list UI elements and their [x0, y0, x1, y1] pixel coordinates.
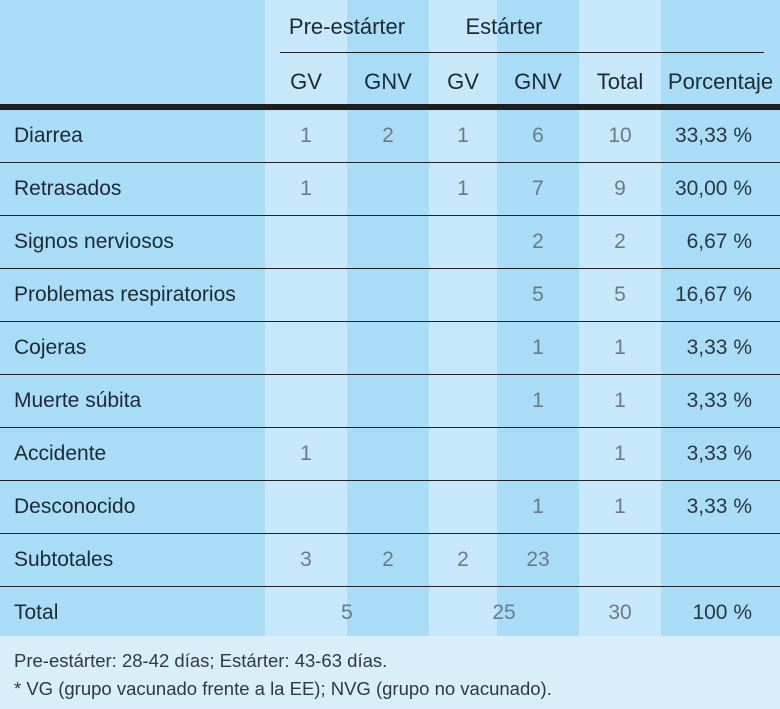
cell-value — [429, 269, 497, 321]
cell-value: 1 — [532, 389, 544, 412]
total-total: 30 — [608, 601, 632, 624]
cell-value — [497, 428, 579, 480]
footnote-legend: * VG (grupo vacunado frente a la EE); NV… — [14, 678, 552, 699]
row-divider — [0, 215, 780, 216]
cell-value — [265, 481, 347, 533]
cell-value — [429, 481, 497, 533]
cell-value: 1 — [300, 442, 312, 465]
cell-value — [265, 322, 347, 374]
cell-percentage: 3,33 % — [686, 336, 752, 359]
cell-value — [347, 481, 429, 533]
cell-percentage: 3,33 % — [686, 389, 752, 412]
column-header: GNV — [364, 69, 412, 94]
row-divider — [0, 533, 780, 534]
cell-value — [265, 269, 347, 321]
cell-percentage: 3,33 % — [686, 495, 752, 518]
row-divider — [0, 374, 780, 375]
row-label: Desconocido — [14, 495, 136, 518]
column-header: Porcentaje — [667, 69, 774, 94]
column-header: GNV — [514, 69, 562, 94]
header-group-preestarter: Pre-estárter — [288, 14, 406, 39]
cell-value — [429, 216, 497, 268]
cell-value — [347, 375, 429, 427]
subtotal-value: 3 — [300, 548, 312, 571]
cell-value: 2 — [532, 230, 544, 253]
cell-percentage: 3,33 % — [686, 442, 752, 465]
total-estarter: 25 — [492, 601, 516, 624]
cell-value: 5 — [532, 283, 544, 306]
row-label: Signos nerviosos — [14, 230, 174, 253]
footnote-periods: Pre-estárter: 28-42 días; Estárter: 43-6… — [14, 650, 388, 671]
cell-value: 2 — [614, 230, 626, 253]
column-header: GV — [447, 69, 479, 94]
header-group-estarter: Estárter — [465, 14, 543, 39]
column-header: GV — [290, 69, 322, 94]
cell-value — [347, 269, 429, 321]
subtotal-value: 23 — [526, 548, 550, 571]
subtotal-value: 2 — [382, 548, 394, 571]
row-divider — [0, 268, 780, 269]
cell-value — [347, 216, 429, 268]
row-divider — [0, 321, 780, 322]
row-label: Accidente — [14, 442, 107, 465]
column-header: Total — [596, 69, 644, 94]
subtotals-label: Subtotales — [14, 548, 114, 571]
row-label: Problemas respiratorios — [14, 283, 236, 306]
cell-value: 7 — [532, 177, 544, 200]
row-label: Retrasados — [14, 177, 122, 200]
row-label: Muerte súbita — [14, 389, 142, 412]
row-divider — [0, 162, 780, 163]
subtotals-divider — [0, 586, 780, 587]
cell-percentage: 33,33 % — [674, 124, 752, 147]
total-percentage: 100 % — [692, 601, 752, 624]
cell-value — [429, 375, 497, 427]
header-rule — [0, 104, 780, 110]
cell-value — [429, 322, 497, 374]
cell-value: 2 — [382, 124, 394, 147]
cell-percentage: 30,00 % — [674, 177, 752, 200]
cell-value: 9 — [614, 177, 626, 200]
cell-value: 1 — [614, 442, 626, 465]
total-label: Total — [14, 601, 59, 624]
cell-value — [265, 216, 347, 268]
cell-value: 1 — [300, 124, 312, 147]
cell-value: 1 — [614, 336, 626, 359]
cell-value: 6 — [532, 124, 544, 147]
cell-value — [347, 428, 429, 480]
cell-percentage: 16,67 % — [674, 283, 752, 306]
cell-value — [347, 322, 429, 374]
cell-value: 1 — [532, 336, 544, 359]
row-label: Diarrea — [14, 124, 83, 147]
cell-value — [429, 428, 497, 480]
subtotal-value: 2 — [457, 548, 469, 571]
cell-value: 1 — [614, 495, 626, 518]
cell-value: 5 — [614, 283, 626, 306]
cell-value: 1 — [614, 389, 626, 412]
row-divider — [0, 480, 780, 481]
cell-value: 1 — [532, 495, 544, 518]
row-label: Cojeras — [14, 336, 87, 359]
total-preestarter: 5 — [341, 601, 353, 624]
cell-value: 1 — [300, 177, 312, 200]
cell-value — [347, 163, 429, 215]
cell-value: 1 — [457, 124, 469, 147]
cell-percentage: 6,67 % — [686, 230, 752, 253]
row-divider — [0, 427, 780, 428]
cell-value: 10 — [608, 124, 632, 147]
cell-value: 1 — [457, 177, 469, 200]
cell-value — [265, 375, 347, 427]
header-group-rule — [280, 52, 764, 53]
